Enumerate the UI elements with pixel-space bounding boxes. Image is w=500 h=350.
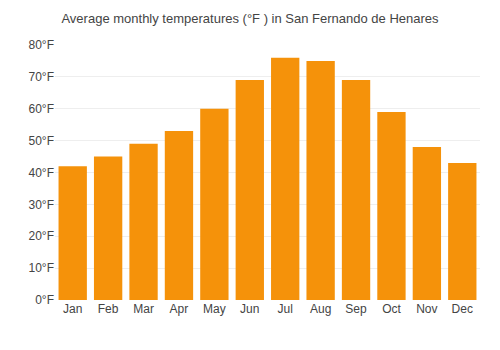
svg-text:Jun: Jun bbox=[240, 302, 259, 316]
svg-text:Dec: Dec bbox=[452, 302, 473, 316]
svg-text:Nov: Nov bbox=[416, 302, 437, 316]
svg-text:Feb: Feb bbox=[98, 302, 119, 316]
svg-text:10°F: 10°F bbox=[29, 261, 54, 275]
svg-text:Average monthly temperatures (: Average monthly temperatures (°F ) in Sa… bbox=[61, 11, 439, 26]
svg-text:80°F: 80°F bbox=[29, 38, 54, 52]
svg-text:Mar: Mar bbox=[133, 302, 154, 316]
svg-text:70°F: 70°F bbox=[29, 70, 54, 84]
svg-text:Apr: Apr bbox=[170, 302, 189, 316]
svg-text:Sep: Sep bbox=[345, 302, 367, 316]
svg-text:30°F: 30°F bbox=[29, 198, 54, 212]
svg-text:Jul: Jul bbox=[278, 302, 293, 316]
svg-text:50°F: 50°F bbox=[29, 134, 54, 148]
svg-text:Jan: Jan bbox=[63, 302, 82, 316]
svg-text:0°F: 0°F bbox=[35, 293, 54, 307]
svg-text:May: May bbox=[203, 302, 226, 316]
svg-text:40°F: 40°F bbox=[29, 166, 54, 180]
svg-text:60°F: 60°F bbox=[29, 102, 54, 116]
svg-text:20°F: 20°F bbox=[29, 229, 54, 243]
svg-text:Aug: Aug bbox=[310, 302, 331, 316]
svg-text:Oct: Oct bbox=[382, 302, 401, 316]
